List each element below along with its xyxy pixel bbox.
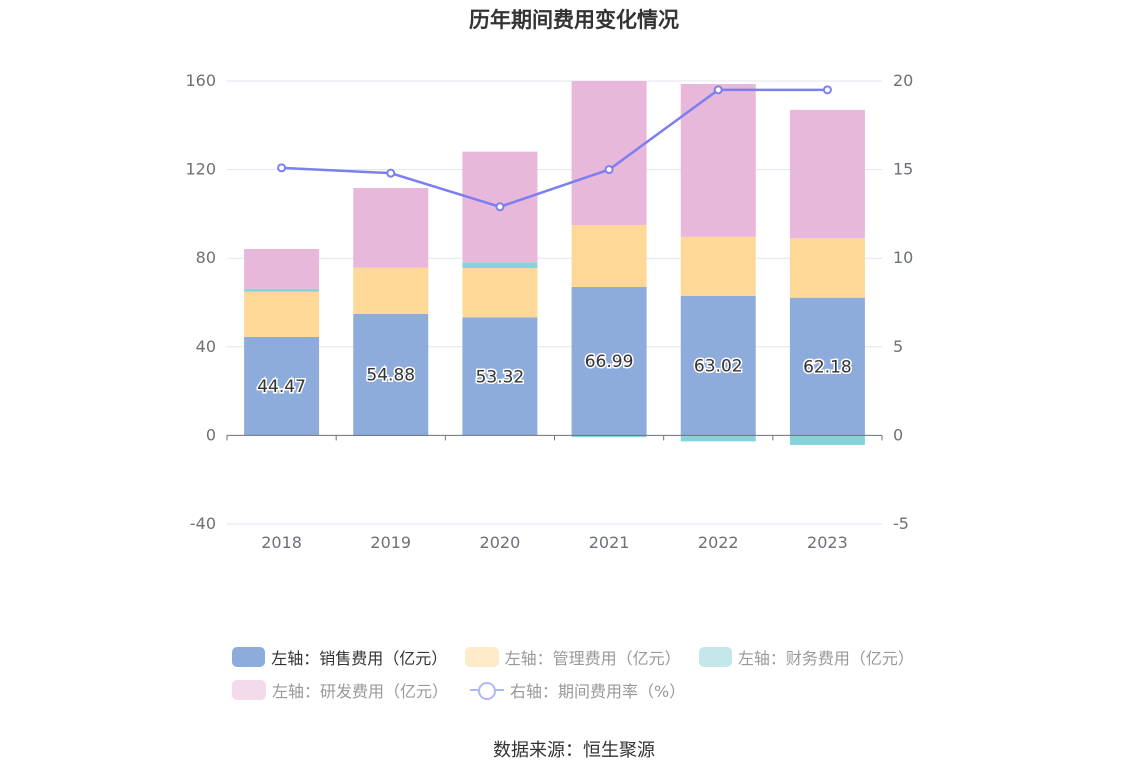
left-axis-tick-label: 120	[185, 160, 216, 179]
bar-segment-2-2021	[571, 224, 647, 288]
left-axis-tick-label: 80	[196, 248, 216, 267]
bar-segment-4-2018	[244, 248, 320, 289]
data-label-sales: 53.32	[476, 367, 525, 387]
right-axis-tick-label: 5	[893, 337, 903, 356]
bar-segment-1-2023	[789, 297, 865, 436]
legend-swatch-finance	[698, 646, 732, 667]
bar-segment-1-2021	[571, 287, 647, 436]
bar-segment-4-2019	[353, 188, 429, 268]
bar-segment-1-2018	[244, 336, 320, 436]
left-axis-tick-label: 160	[185, 71, 216, 90]
left-axis-tick-label: 40	[196, 337, 216, 356]
x-axis-tick-label: 2018	[261, 533, 302, 552]
bar-segment-1-2020	[462, 317, 538, 436]
legend-swatch-rd	[232, 679, 266, 700]
legend-item-sales[interactable]: 左轴：销售费用（亿元）	[232, 645, 448, 669]
data-label-sales: 62.18	[803, 358, 852, 378]
bar-segment-2-2020	[462, 268, 538, 318]
left-axis-tick-label: 0	[206, 425, 216, 444]
bar-segment-1-2019	[353, 313, 429, 436]
data-label-sales: 63.02	[694, 357, 743, 377]
bar-segment-3-2022	[680, 435, 756, 442]
bar-segment-4-2023	[789, 109, 865, 239]
bar-segment-3-2018	[244, 288, 320, 292]
legend-row-1: 左轴：销售费用（亿元） 左轴：管理费用（亿元） 左轴：财务费用（亿元）	[232, 640, 932, 673]
data-source: 数据来源：恒生聚源	[493, 740, 655, 761]
bar-segment-2-2018	[244, 291, 320, 337]
right-axis-tick-label: 15	[893, 160, 913, 179]
left-axis-tick-label: -40	[190, 514, 216, 533]
legend-item-finance[interactable]: 左轴：财务费用（亿元）	[698, 645, 914, 669]
legend-row-2: 左轴：研发费用（亿元） 右轴：期间费用率（%）	[232, 673, 932, 706]
legend-swatch-sales	[232, 646, 266, 667]
right-axis-tick-label: -5	[893, 514, 909, 533]
line-point-expense-rate	[495, 202, 505, 212]
line-point-expense-rate	[713, 85, 723, 95]
x-axis-tick-label: 2023	[807, 533, 848, 552]
data-label-sales: 54.88	[366, 366, 415, 386]
legend-label-rate: 右轴：期间费用率（%）	[510, 681, 686, 701]
right-axis-tick-label: 10	[893, 248, 913, 267]
x-axis-tick-label: 2019	[370, 533, 411, 552]
legend-label-finance: 左轴：财务费用（亿元）	[737, 648, 914, 668]
chart-title: 历年期间费用变化情况	[469, 8, 679, 32]
line-point-expense-rate	[604, 165, 614, 175]
line-expense-rate	[281, 88, 828, 209]
line-point-expense-rate	[277, 163, 287, 173]
line-point-expense-rate	[386, 168, 396, 178]
bar-segment-2-2023	[789, 238, 865, 298]
bar-segment-1-2022	[680, 295, 756, 436]
bar-segment-2-2022	[680, 236, 756, 296]
legend-item-rate[interactable]: 右轴：期间费用率（%）	[470, 678, 685, 702]
bar-segment-3-2021	[571, 435, 647, 438]
legend-label-sales: 左轴：销售费用（亿元）	[271, 648, 448, 668]
legend-label-rd: 左轴：研发费用（亿元）	[272, 681, 449, 701]
legend-item-rd[interactable]: 左轴：研发费用（亿元）	[232, 678, 448, 702]
right-axis-tick-label: 20	[893, 71, 913, 90]
x-axis-tick-label: 2022	[698, 533, 739, 552]
data-label-sales: 44.47	[257, 377, 306, 397]
right-axis-tick-label: 0	[893, 425, 903, 444]
bar-segment-4-2022	[680, 84, 756, 237]
chart-legend: 左轴：销售费用（亿元） 左轴：管理费用（亿元） 左轴：财务费用（亿元） 左轴：研…	[232, 640, 932, 706]
line-point-expense-rate	[822, 85, 832, 95]
legend-item-admin[interactable]: 左轴：管理费用（亿元）	[465, 645, 681, 669]
x-axis-tick-label: 2021	[589, 533, 630, 552]
bar-segment-2-2019	[353, 267, 429, 314]
bar-segment-3-2023	[789, 435, 865, 445]
legend-label-admin: 左轴：管理费用（亿元）	[504, 648, 681, 668]
bar-segment-4-2021	[571, 81, 647, 225]
bar-segment-3-2020	[462, 262, 538, 269]
legend-swatch-admin	[465, 646, 499, 667]
x-axis-tick-label: 2020	[480, 533, 521, 552]
legend-swatch-rate-icon	[470, 680, 505, 700]
data-label-sales: 66.99	[585, 352, 634, 372]
